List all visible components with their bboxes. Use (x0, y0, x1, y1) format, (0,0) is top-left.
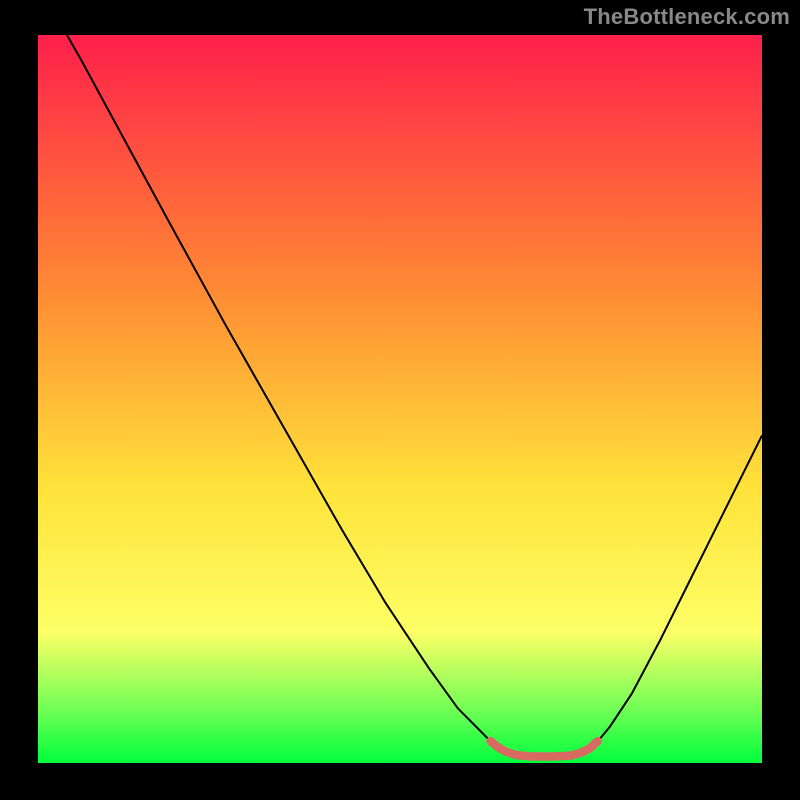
bottleneck-curve-chart (38, 35, 762, 763)
chart-frame: TheBottleneck.com (0, 0, 800, 800)
watermark-text: TheBottleneck.com (584, 4, 790, 30)
plot-area (38, 35, 762, 763)
